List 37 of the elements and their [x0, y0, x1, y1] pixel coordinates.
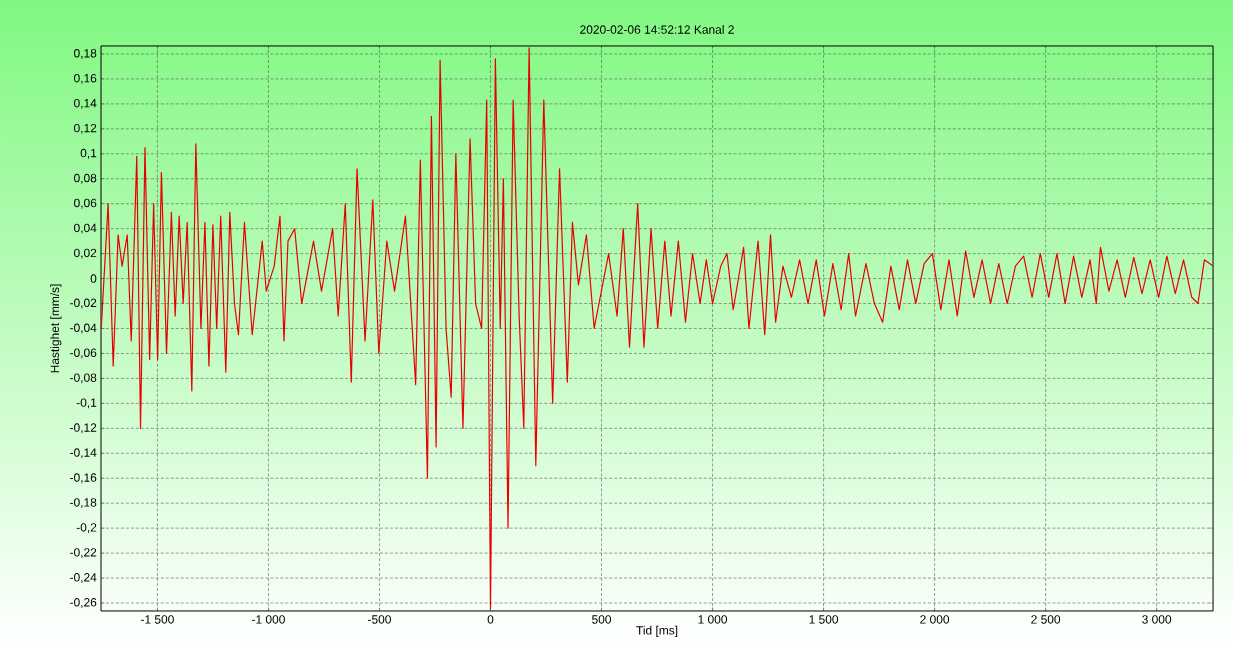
y-tick-label: 0,1 [80, 148, 97, 159]
y-tick-label: 0,14 [74, 98, 97, 109]
y-tick-label: -0,26 [70, 598, 97, 608]
y-tick-label: -0,18 [70, 498, 97, 509]
x-tick-label: 1 000 [698, 615, 728, 624]
y-tick-label: 0,02 [74, 248, 97, 259]
x-tick-label: 2 000 [920, 615, 950, 624]
y-axis-title: Hastighet [mm/s] [50, 284, 62, 373]
chart-title: 2020-02-06 14:52:12 Kanal 2 [580, 25, 734, 34]
x-tick-label: 2 500 [1031, 615, 1061, 624]
line-series [101, 47, 1214, 610]
y-tick-label: 0,12 [74, 123, 97, 134]
y-tick-label: -0,14 [70, 448, 97, 459]
y-tick-label: -0,08 [70, 373, 97, 384]
y-tick-label: -0,12 [70, 423, 97, 434]
x-tick-label: -1 000 [252, 615, 285, 624]
x-tick-label: 500 [592, 615, 612, 624]
x-tick-label: 3 000 [1142, 615, 1172, 624]
x-axis-title: Tid [ms] [636, 625, 678, 637]
x-tick-label: 1 500 [809, 615, 839, 624]
y-tick-label: -0,24 [70, 573, 97, 583]
y-tick-label: 0 [90, 274, 97, 283]
y-tick-label: 0,16 [74, 73, 97, 84]
y-tick-label: -0,02 [70, 298, 97, 309]
y-tick-label: -0,2 [76, 523, 97, 534]
x-tick-label: -500 [368, 615, 391, 624]
y-tick-label: -0,1 [76, 398, 97, 409]
y-tick-label: 0,06 [74, 198, 97, 209]
y-tick-label: 0,04 [74, 223, 97, 234]
y-tick-label: -0,04 [70, 323, 97, 334]
x-tick-label: 0 [487, 615, 494, 624]
y-tick-label: -0,22 [70, 548, 97, 559]
x-tick-label: -1 500 [140, 615, 174, 624]
y-tick-label: 0,08 [74, 173, 97, 184]
y-tick-label: 0,18 [74, 49, 97, 59]
y-tick-label: -0,06 [70, 348, 97, 359]
y-tick-label: -0,16 [70, 473, 97, 484]
